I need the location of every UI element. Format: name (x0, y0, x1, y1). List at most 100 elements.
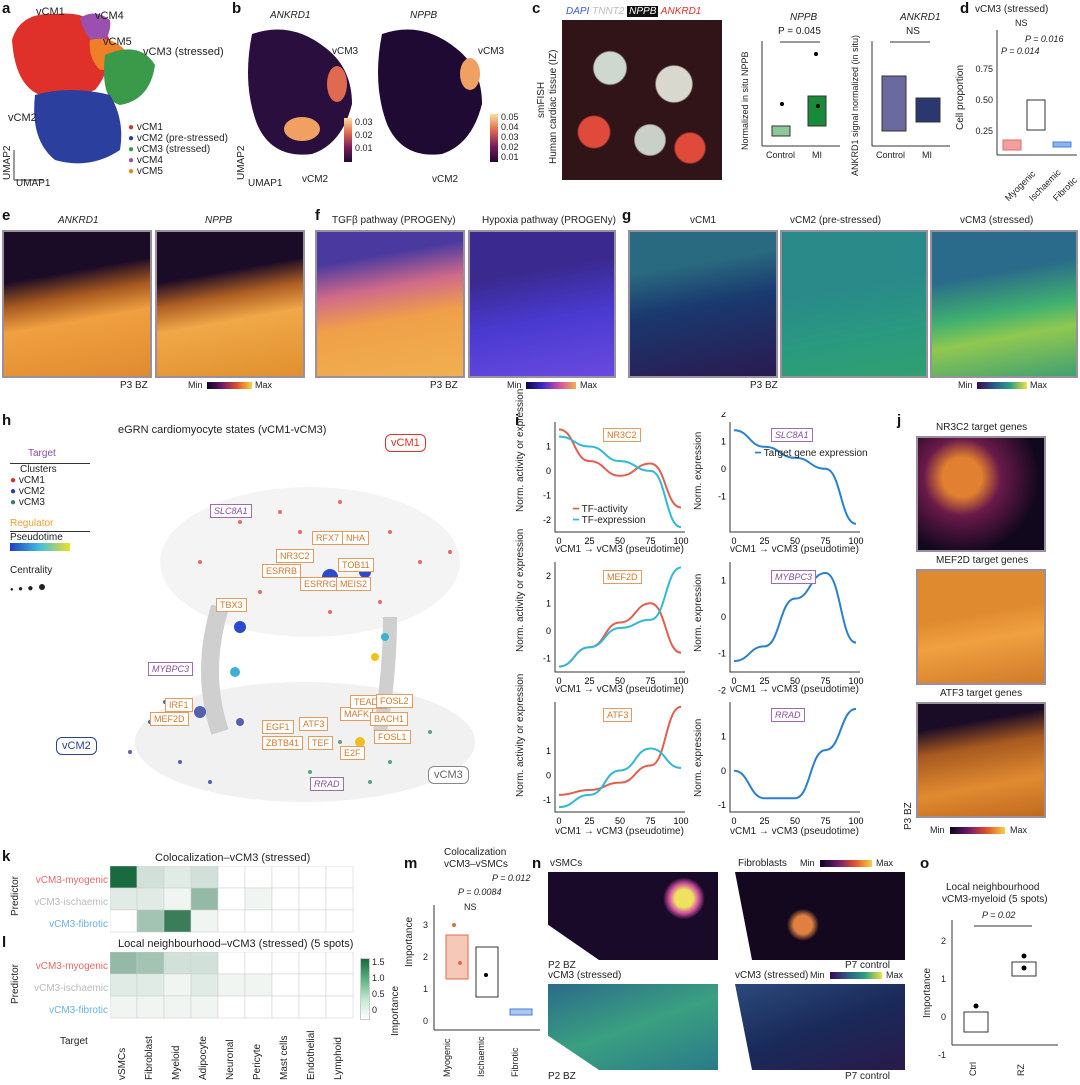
regulator-label: MEF2D (150, 712, 189, 726)
panel-e-letter: e (2, 207, 11, 224)
series-line-tf-expression (558, 435, 682, 529)
h-legend: Target Clusters ● vCM1 ● vCM2 ● vCM3 Reg… (10, 448, 90, 596)
axis-umap2: UMAP2 (2, 145, 13, 180)
panel-b: ANKRD1 NPPB vCM3 vCM3 vCM2 vCM2 UMAP2 UM… (232, 0, 527, 190)
y-tick-label: 0 (721, 766, 726, 776)
o-pvalue: P = 0.02 (982, 910, 1016, 920)
heatmap-cell (136, 866, 165, 889)
regulator-label: E2F (340, 746, 365, 760)
heatmap-cell (136, 995, 165, 1019)
centrality-dots: ● ● ● ● (10, 578, 47, 594)
heatmap-cell (325, 909, 354, 933)
legend-clusters: Clusters (20, 464, 57, 475)
heatmap-cell (298, 973, 327, 997)
legend-item: ● vCM2 (pre-stressed) (128, 133, 228, 144)
heatmap-cell (325, 887, 354, 911)
x-tick-label: 50 (615, 676, 625, 686)
heatmap-cell (217, 973, 246, 997)
g-spatial-vcm1 (628, 230, 778, 378)
cluster-label-vcm1: vCM1 (385, 434, 426, 452)
series-line-target-gene-expression (733, 429, 857, 525)
heatmap-cell (271, 909, 300, 933)
x-tick-label: 25 (584, 676, 594, 686)
axis-umap2: UMAP2 (236, 145, 247, 180)
i-gene-atf3: ATF3 (603, 708, 633, 722)
nppb-boxplot (761, 41, 840, 147)
regulator-label: ESRRB (262, 564, 302, 578)
axis-line (729, 562, 860, 673)
panel-o: Local neighbourhood vCM3-myeloid (5 spot… (916, 870, 1080, 1085)
e-spatial-nppb (155, 230, 305, 378)
m-ylabel: Importance (404, 916, 415, 967)
axis-line (729, 702, 860, 813)
heatmap-cell (136, 952, 165, 975)
regulator-label: EGF1 (262, 720, 294, 734)
o-group-ctrl: Ctrl (968, 1062, 978, 1076)
x-tick-label: 100 (673, 536, 688, 546)
heatmap-cell (271, 952, 300, 975)
n-spatial-vcm3-a (548, 984, 718, 1070)
series-line-tf-expression (558, 747, 682, 809)
n-title-vsmcs: vSMCs (550, 858, 583, 869)
heatmap-cell (190, 887, 219, 911)
i-gene-rrad: RRAD (771, 708, 805, 722)
i-xlabel-1: vCM1 → vCM3 (pseudotime) (555, 544, 684, 555)
y-tick-label: -1 (543, 490, 551, 500)
m-title1: Colocalization (444, 847, 507, 858)
f-title-tgfb: TGFβ pathway (PROGENy) (332, 215, 456, 226)
target-label-slc8a1: SLC8A1 (210, 504, 252, 518)
heatmap-cell (325, 952, 354, 975)
heatmap-cell (190, 866, 219, 889)
heatmap-cell (217, 995, 246, 1019)
heatmap-cell (163, 887, 192, 911)
panel-n-letter: n (532, 855, 542, 872)
heatmap-cell (217, 887, 246, 911)
smfish-image (562, 20, 722, 180)
e-colorbar (207, 382, 252, 389)
heatmap-cell (163, 973, 192, 997)
d-p3: P = 0.014 (1001, 46, 1040, 56)
heatmap-cell (110, 995, 138, 1019)
o-group-rz: RZ (1016, 1064, 1026, 1076)
m-boxplot (433, 905, 540, 1031)
regulator-label: ATF3 (299, 717, 329, 731)
heatmap-cell (298, 909, 327, 933)
l-row-labels: vCM3-myogenic vCM3-ischaemic vCM3-fibrot… (34, 961, 108, 1016)
regulator-label: MEIS2 (336, 577, 372, 591)
g-min: Min (958, 380, 973, 390)
series-line-tf-activity (558, 705, 682, 796)
legend-regulator: Regulator (10, 518, 54, 529)
ankrd1-ylabel: ANKRD1 signal normalized (in situ) (850, 34, 860, 176)
x-tick-label: 75 (645, 816, 655, 826)
n-caption-2: P7 control (845, 960, 891, 971)
g-max: Max (1030, 380, 1048, 390)
x-tick-label: 0 (731, 676, 736, 686)
x-tick-label: 25 (759, 816, 769, 826)
d-p2: P = 0.016 (1025, 34, 1064, 44)
g-title-vcm2: vCM2 (pre-stressed) (790, 215, 882, 226)
heatmap-cell (163, 995, 192, 1019)
heatmap-cell (136, 973, 165, 997)
legend-item: ● vCM3 (stressed) (128, 144, 211, 155)
panel-m: Colocalization vCM3–vSMCs P = 0.012 P = … (404, 845, 544, 1085)
label-vcm3-b: vCM3 (478, 46, 505, 57)
i-gene-nr3c2: NR3C2 (603, 428, 641, 442)
y-tick-label: -1 (718, 491, 726, 501)
legend-item: ● vCM2 (10, 486, 45, 497)
d-p1: NS (1015, 18, 1028, 28)
i-gene-slc8a1: SLC8A1 (771, 428, 813, 442)
m-group-myogenic: Myogenic (442, 1038, 452, 1077)
legend-pseudotime: Pseudotime (10, 532, 63, 543)
g-spatial-vcm3 (930, 230, 1078, 378)
map-label-vcm2: vCM2 (8, 112, 37, 124)
heatmap-cell (271, 866, 300, 889)
f-spatial-hypoxia (468, 230, 616, 378)
e-min: Min (188, 380, 203, 390)
regulator-label: NHA (342, 531, 370, 545)
heatmap-cell (136, 887, 165, 911)
f-title-hypoxia: Hypoxia pathway (PROGENy) (482, 215, 616, 226)
n-min-1: Min (800, 858, 815, 868)
heatmap-cell (271, 887, 300, 911)
regulator-label: NR3C2 (276, 549, 314, 563)
